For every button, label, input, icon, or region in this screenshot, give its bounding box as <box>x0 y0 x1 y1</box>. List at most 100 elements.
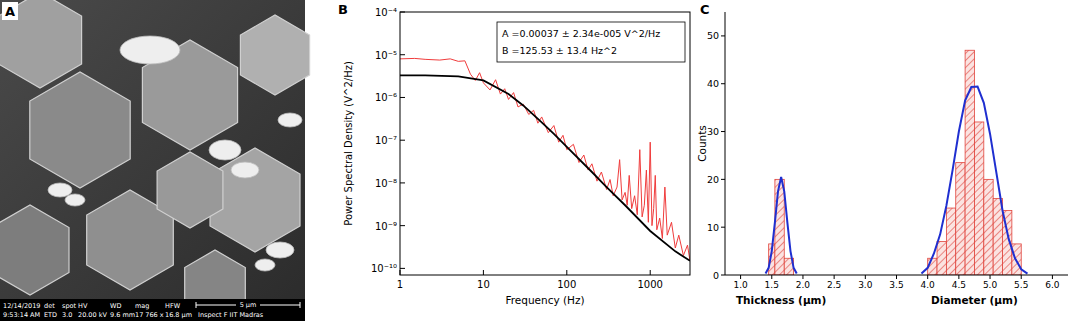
info-value: 17 766 x <box>135 311 164 319</box>
x-tick-label: 4.0 <box>921 280 936 290</box>
x-axis-label: Diameter (µm) <box>931 294 1018 306</box>
panel-label: B <box>338 2 348 17</box>
y-tick <box>400 225 405 226</box>
x-tick-label: 4.5 <box>952 280 966 290</box>
y-tick <box>721 227 725 228</box>
info-bar <box>0 299 305 321</box>
gaussian-fit <box>766 177 797 274</box>
y-tick <box>400 268 405 269</box>
info-label: det <box>44 302 55 310</box>
y-tick-label: 30 <box>707 126 719 137</box>
x-tick-label: 5.5 <box>1014 280 1028 290</box>
histogram-bar <box>993 198 1002 275</box>
scale-bar-label: 5 µm <box>240 301 257 309</box>
y-tick <box>400 54 405 55</box>
hexagon-crystal <box>157 152 223 228</box>
y-tick-label: 10⁻¹⁰ <box>371 263 397 274</box>
histogram-bar <box>956 163 965 275</box>
x-tick <box>1021 275 1022 279</box>
x-tick-label: 5.0 <box>983 280 998 290</box>
y-tick-label: 10⁻⁹ <box>375 221 397 232</box>
plot-area <box>766 50 1028 275</box>
scale-bar-end <box>196 302 197 308</box>
x-axis-label: Thickness (µm) <box>736 294 826 306</box>
x-tick <box>896 275 897 279</box>
psd-panel: B110100100010⁻⁴10⁻⁵10⁻⁶10⁻⁷10⁻⁸10⁻⁹10⁻¹⁰… <box>338 2 690 306</box>
info-label: spot <box>62 302 76 310</box>
y-tick <box>400 97 405 98</box>
x-tick-label: 100 <box>557 279 576 290</box>
x-tick-label: 6.0 <box>1045 280 1060 290</box>
x-tick <box>400 270 401 275</box>
info-instrument: Inspect F IIT Madras <box>198 311 264 319</box>
y-tick <box>721 275 725 276</box>
info-time: 9:53:14 AM <box>3 311 40 319</box>
y-tick <box>400 140 405 141</box>
y-axis-line <box>725 12 726 275</box>
y-tick-label: 50 <box>707 30 719 41</box>
info-label: WD <box>110 302 121 310</box>
x-tick <box>865 275 866 279</box>
scale-bar-end <box>300 302 301 308</box>
figure: A12/14/20199:53:14 AMdetETDspot3.0HV20.0… <box>0 0 1074 321</box>
x-tick <box>958 275 959 279</box>
flake <box>255 259 275 271</box>
scale-bar-label-bg <box>236 300 260 308</box>
series-line <box>400 58 690 260</box>
x-tick <box>771 275 772 279</box>
info-label: mag <box>135 302 149 310</box>
hexagon-crystal <box>30 72 130 188</box>
x-tick <box>927 275 928 279</box>
x-tick-label: 10 <box>477 279 490 290</box>
x-tick <box>1052 275 1053 279</box>
x-tick-label: 1 <box>397 279 403 290</box>
fit-annotation: A =0.00037 ± 2.34e-005 V^2/Hz <box>502 28 660 39</box>
x-tick-label: 1000 <box>637 279 662 290</box>
x-tick-label: 2.5 <box>827 280 841 290</box>
y-tick <box>721 179 725 180</box>
flake <box>278 113 302 127</box>
y-axis-label: Counts <box>696 125 708 162</box>
flake <box>231 162 259 178</box>
histogram-bar <box>984 179 993 275</box>
histogram-panel: C1.01.52.02.53.03.54.04.55.05.56.0010203… <box>696 2 1068 306</box>
flake <box>209 140 241 160</box>
y-tick <box>721 131 725 132</box>
x-tick <box>483 270 484 275</box>
y-tick-label: 10⁻⁵ <box>375 50 397 61</box>
x-axis-label: Frequency (Hz) <box>505 294 584 306</box>
y-tick-label: 10⁻⁴ <box>375 7 397 18</box>
x-tick-label: 2.0 <box>796 280 811 290</box>
panel-label-box <box>2 2 18 20</box>
histogram-bar <box>965 50 974 275</box>
flake <box>266 242 294 258</box>
x-tick <box>566 270 567 275</box>
y-tick <box>721 83 725 84</box>
gaussian-fit <box>921 87 1027 274</box>
flake <box>120 36 180 64</box>
plot-frame <box>400 12 690 275</box>
sem-panel: A12/14/20199:53:14 AMdetETDspot3.0HV20.0… <box>0 0 310 321</box>
y-tick-label: 0 <box>713 270 719 281</box>
series-line <box>400 75 690 261</box>
y-axis-label: Power Spectral Density (V^2/Hz) <box>343 61 354 226</box>
histogram-bar <box>974 122 983 275</box>
x-tick <box>740 275 741 279</box>
x-tick-label: 3.0 <box>858 280 873 290</box>
x-tick <box>990 275 991 279</box>
hexagon-crystal <box>240 15 309 95</box>
x-tick <box>802 275 803 279</box>
x-tick <box>650 270 651 275</box>
info-value: 16.8 µm <box>165 311 192 319</box>
info-label: HV <box>78 302 88 310</box>
x-tick-label: 3.5 <box>889 280 903 290</box>
info-value: 3.0 <box>62 311 72 319</box>
y-tick-label: 10⁻⁷ <box>375 135 397 146</box>
x-tick-label: 1.5 <box>765 280 779 290</box>
histogram-bar <box>946 208 955 275</box>
panel-label: C <box>700 2 710 17</box>
hexagon-crystal <box>0 205 69 295</box>
y-tick-label: 40 <box>707 78 719 89</box>
flake <box>48 183 72 197</box>
fit-annotation: B =125.53 ± 13.4 Hz^2 <box>502 45 617 56</box>
